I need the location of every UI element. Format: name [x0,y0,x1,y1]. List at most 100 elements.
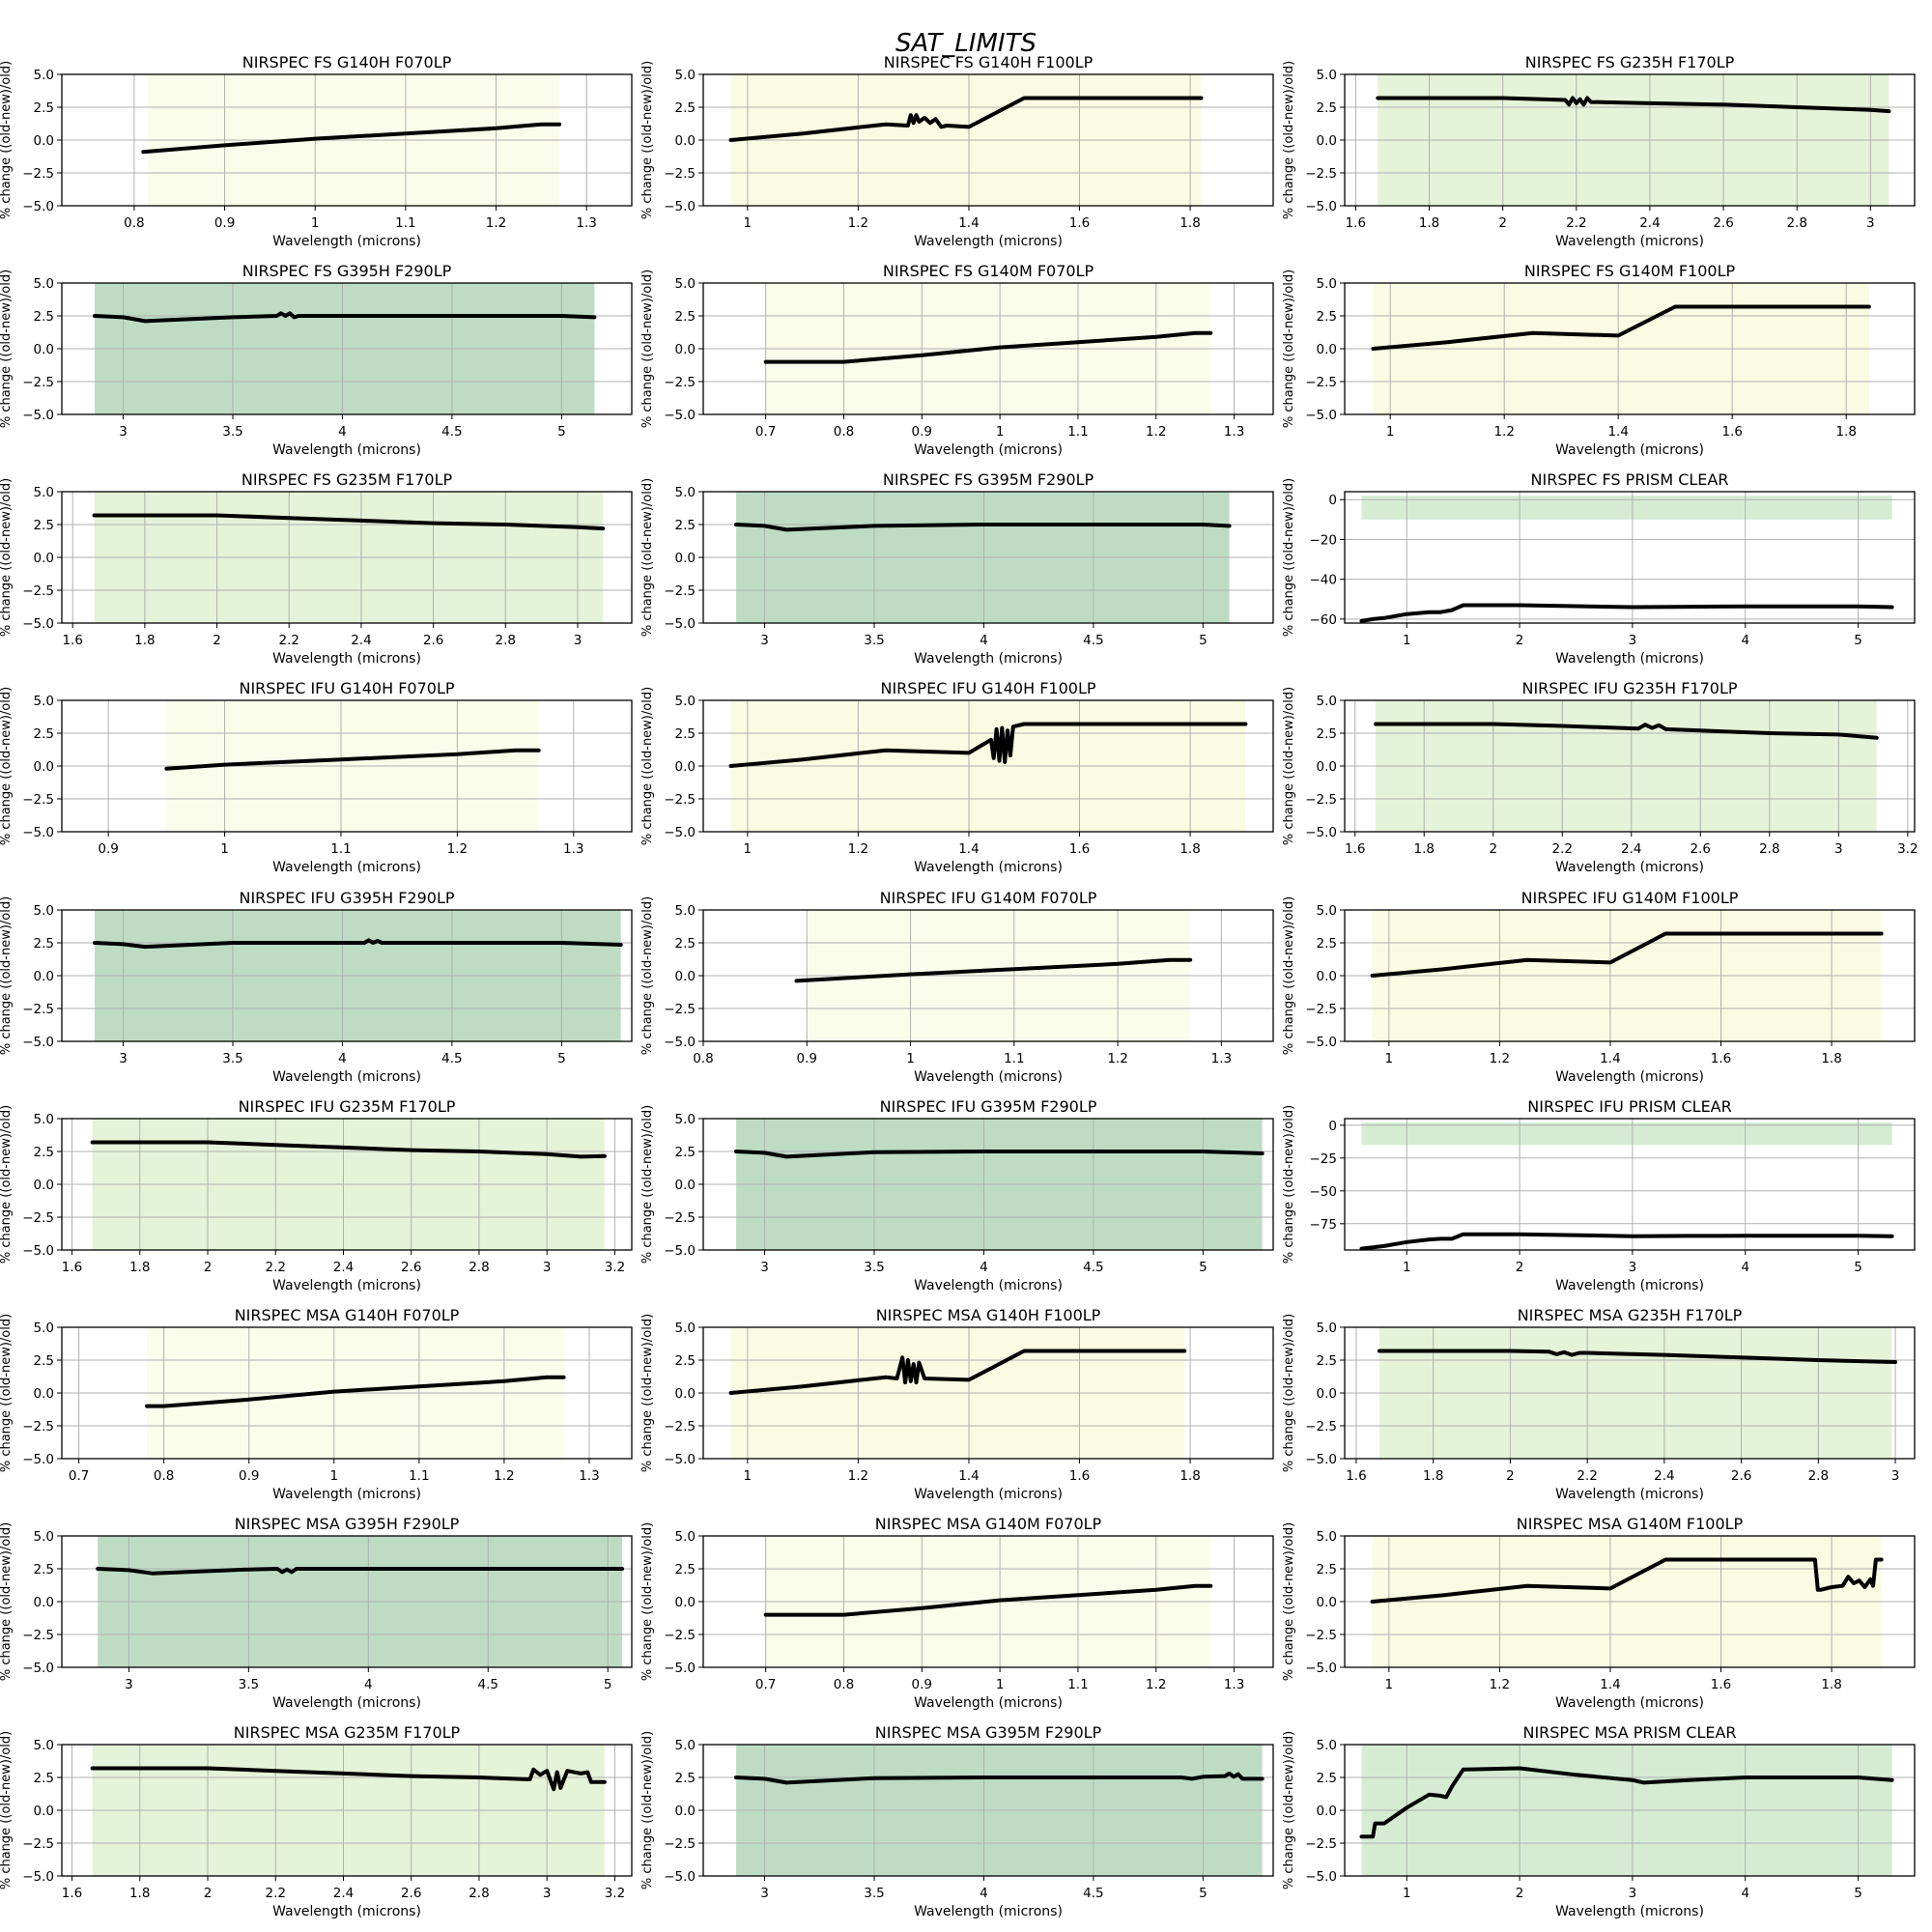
y-tick-label: 5.0 [34,1529,54,1545]
y-tick-label: −2.5 [22,375,54,390]
subplot: 1.6 1.8 2 2.2 2.4 2.6 2.8 3 −5.0 −2.5 0.0 2.5 5.0 NIR… [1282,1306,1916,1502]
y-tick-label: −5.0 [1305,1661,1337,1676]
y-axis-label: % change ((old-new)/old) [1282,270,1296,428]
x-tick-label: 4 [980,633,988,648]
y-tick-label: −5.0 [664,825,696,840]
x-tick-label: 3.5 [864,633,884,648]
x-tick-label: 5 [1199,1886,1208,1901]
y-tick-label: −5.0 [22,199,54,214]
subplot: 1 1.2 1.4 1.6 1.8 −5.0 −2.5 0.0 2.5 5.0 NIRSPEC FS… [640,53,1274,249]
x-tick-label: 3 [119,1051,128,1066]
subplot-title: NIRSPEC IFU G235H F170LP [1521,679,1737,697]
y-tick-label: 5.0 [675,485,696,500]
x-tick-label: 2 [1489,841,1497,857]
y-tick-label: 0.0 [675,969,696,984]
x-tick-label: 2.8 [469,1886,489,1901]
x-axis-label: Wavelength (microns) [272,1069,421,1085]
y-tick-label: −5.0 [664,1035,696,1050]
y-tick-label: −2.5 [1305,1002,1337,1017]
x-tick-label: 1.6 [1721,424,1742,440]
y-tick-label: −5.0 [1305,1452,1337,1467]
subplot: 0.8 0.9 1 1.1 1.2 1.3 −5.0 −2.5 0.0 2.5 5.0 NIRSPEC… [640,889,1274,1085]
y-tick-label: 2.5 [675,936,696,952]
x-tick-label: 1.2 [1146,1677,1166,1692]
x-tick-label: 4 [364,1677,373,1692]
x-tick-label: 1.2 [848,1468,868,1484]
coverage-band [1361,1122,1892,1146]
x-tick-label: 2 [204,1886,213,1901]
x-tick-label: 1.6 [1346,215,1366,231]
x-tick-label: 2 [1498,215,1507,231]
x-axis-label: Wavelength (microns) [1555,1904,1704,1919]
y-tick-label: 2.5 [675,100,696,116]
x-tick-label: 2.4 [333,1886,354,1901]
y-tick-label: −2.5 [1305,1628,1337,1643]
y-axis-label: % change ((old-new)/old) [0,478,14,637]
x-tick-label: 4.5 [441,424,462,440]
y-axis-label: % change ((old-new)/old) [640,687,655,845]
x-tick-label: 0.9 [239,1468,259,1484]
data-line [145,1375,566,1408]
x-tick-label: 0.9 [912,424,932,440]
y-tick-label: −2.5 [664,1210,696,1226]
data-line [93,938,623,950]
x-tick-label: 2.6 [1713,215,1733,231]
x-tick-label: 2.6 [1690,841,1711,857]
x-tick-label: 5 [557,1051,566,1066]
x-tick-label: 2.2 [279,633,299,648]
y-tick-label: 2.5 [675,1771,696,1786]
x-tick-label: 1.1 [330,841,351,857]
x-tick-label: 1.6 [62,1886,82,1901]
x-tick-label: 2 [1516,633,1524,648]
y-tick-label: 0.0 [34,1804,54,1819]
y-tick-label: 0.0 [675,1178,696,1193]
x-tick-label: 1.8 [1179,215,1200,231]
x-tick-label: 1.8 [134,633,155,648]
data-line [728,96,1204,142]
x-tick-label: 3 [125,1677,133,1692]
y-tick-label: 5.0 [1317,694,1337,709]
subplot-title: NIRSPEC FS G395H F290LP [242,262,452,280]
subplot: 1.6 1.8 2 2.2 2.4 2.6 2.8 3 3.2 −5.0 −2.5 0.0 2.5 5.0… [0,1097,633,1293]
x-tick-label: 1.3 [1224,1677,1244,1692]
y-tick-label: 0.0 [675,551,696,566]
y-tick-label: −2.5 [22,1002,54,1017]
x-tick-label: 2.4 [1621,841,1641,857]
subplot: 3 3.5 4 4.5 5 −5.0 −2.5 0.0 2.5 5.0 NIRSPEC FS G39… [0,262,633,458]
subplot-title: NIRSPEC FS PRISM CLEAR [1531,470,1729,489]
x-tick-label: 1 [1403,1260,1411,1275]
x-tick-label: 1 [996,424,1005,440]
plot-frame [1344,491,1916,624]
x-axis-label: Wavelength (microns) [272,651,421,667]
x-tick-label: 1.2 [447,841,468,857]
y-tick-label: 2.5 [34,518,54,533]
subplot: 1 2 3 4 5 0 −25 −50 −75 NIRSPEC IFU PRISM CLEAR Wa… [1282,1097,1916,1293]
x-tick-label: 1.8 [1179,1468,1200,1484]
figure-title: SAT_LIMITS [895,29,1037,58]
x-tick-label: 1.4 [1600,1051,1620,1066]
x-tick-label: 4.5 [1083,633,1103,648]
y-axis-label: % change ((old-new)/old) [640,1522,655,1681]
data-line [734,523,1232,532]
y-tick-label: 5.0 [34,276,54,292]
y-tick-label: 2.5 [34,1145,54,1160]
x-axis-label: Wavelength (microns) [272,860,421,875]
y-tick-label: −5.0 [22,1243,54,1259]
subplot-title: NIRSPEC IFU G140M F100LP [1521,889,1739,907]
y-tick-label: −40 [1310,573,1338,588]
x-tick-label: 2.4 [1639,215,1660,231]
subplot-title: NIRSPEC IFU G140M F070LP [880,889,1097,907]
y-tick-label: 5.0 [675,903,696,919]
x-tick-label: 1.4 [958,841,979,857]
x-tick-label: 1.6 [1711,1677,1731,1692]
y-axis-label: % change ((old-new)/old) [640,1314,655,1472]
y-tick-label: 0.0 [675,1804,696,1819]
data-line [1359,1232,1894,1251]
y-tick-label: 2.5 [1317,726,1337,742]
y-tick-label: −5.0 [664,408,696,423]
subplot: 3 3.5 4 4.5 5 −5.0 −2.5 0.0 2.5 5.0 NIRSPEC MSA G3… [0,1515,633,1711]
y-tick-label: −2.5 [664,1002,696,1017]
subplot: 3 3.5 4 4.5 5 −5.0 −2.5 0.0 2.5 5.0 NIRSPEC IFU G3… [640,1097,1274,1293]
y-tick-label: 0.0 [675,342,696,357]
y-tick-label: −2.5 [22,166,54,182]
